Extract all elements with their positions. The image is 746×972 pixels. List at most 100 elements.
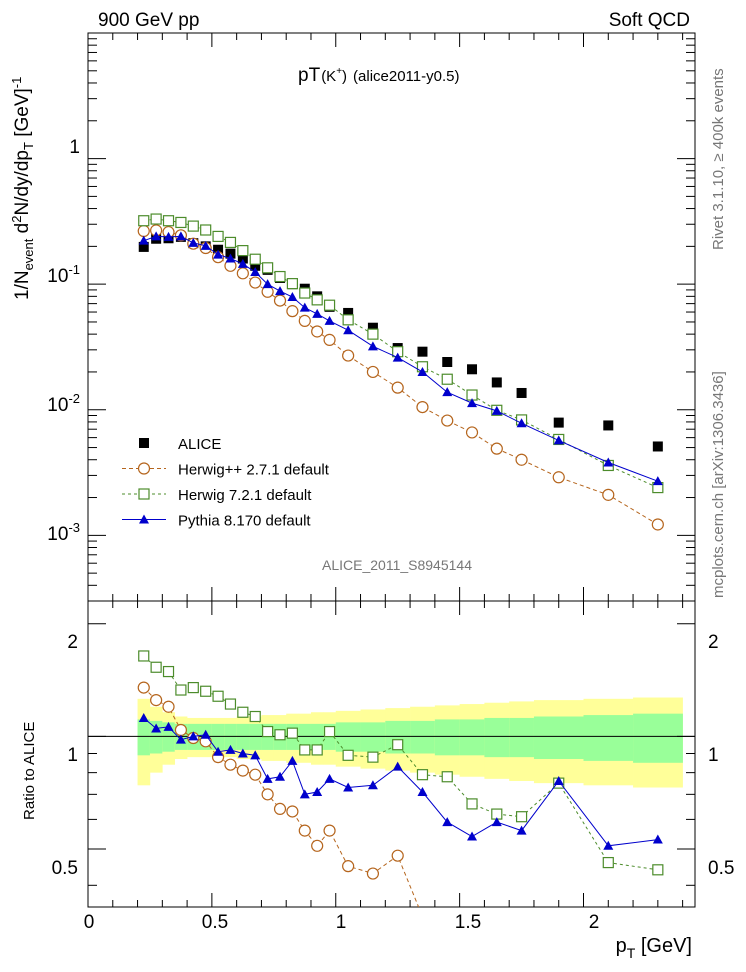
marker-open-square bbox=[367, 751, 379, 763]
marker-open-circle bbox=[651, 518, 664, 531]
marker-triangle bbox=[225, 253, 236, 263]
marker-open-square bbox=[262, 262, 274, 274]
ratio-y-tick-label-right: 1 bbox=[708, 745, 719, 766]
marker-triangle bbox=[299, 789, 310, 799]
marker-open-circle bbox=[515, 453, 528, 466]
ratio-y-tick-label: 1 bbox=[67, 745, 78, 766]
data-series bbox=[137, 213, 664, 907]
marker-open-square bbox=[441, 373, 453, 385]
ratio-band-stat bbox=[484, 717, 510, 758]
marker-triangle bbox=[467, 831, 478, 841]
marker-triangle bbox=[417, 787, 428, 797]
marker-open-circle bbox=[323, 824, 336, 837]
marker-open-square bbox=[249, 253, 261, 265]
ratio-y-tick-label-right: 2 bbox=[708, 632, 719, 653]
marker-open-square bbox=[311, 294, 323, 306]
marker-open-square bbox=[138, 215, 150, 227]
marker-square bbox=[138, 241, 149, 252]
marker-open-circle bbox=[602, 488, 615, 501]
marker-open-circle bbox=[137, 224, 150, 238]
marker-square bbox=[467, 364, 478, 375]
ratio-band-stat bbox=[434, 719, 460, 756]
series-pythia-8-170-default bbox=[138, 231, 663, 486]
ratio-band-stat bbox=[633, 713, 683, 763]
marker-square bbox=[343, 307, 354, 318]
ratio-series-pythia-8-170-default bbox=[138, 712, 663, 850]
x-axis-label: pT [GeV] bbox=[616, 935, 692, 961]
ratio-band-stat bbox=[298, 723, 312, 750]
marker-open-square bbox=[237, 706, 249, 718]
x-tick-label: 1 bbox=[336, 912, 347, 933]
ratio-band-stat bbox=[335, 722, 361, 752]
ratio-band-stat bbox=[211, 723, 225, 750]
ratio-band-stat bbox=[236, 723, 250, 750]
marker-open-square bbox=[212, 230, 224, 243]
marker-open-circle bbox=[286, 305, 299, 318]
marker-triangle bbox=[343, 782, 354, 792]
marker-open-square bbox=[212, 690, 224, 702]
legend-entry: Pythia 8.170 default bbox=[122, 513, 311, 530]
marker-open-circle bbox=[224, 758, 237, 771]
marker-triangle bbox=[213, 746, 224, 756]
marker-open-circle bbox=[366, 867, 380, 880]
ratio-band-stat bbox=[509, 717, 535, 758]
marker-triangle bbox=[287, 292, 298, 302]
x-tick-label: 1.5 bbox=[455, 912, 481, 933]
marker-open-square bbox=[602, 856, 614, 869]
marker-triangle bbox=[553, 435, 564, 445]
marker-open-circle bbox=[366, 365, 380, 379]
marker-triangle bbox=[262, 279, 273, 289]
marker-open-square bbox=[299, 744, 311, 756]
marker-triangle bbox=[250, 750, 261, 760]
marker-triangle bbox=[163, 231, 174, 241]
ratio-plot-frame bbox=[87, 600, 696, 908]
marker-open-circle bbox=[261, 788, 274, 801]
marker-open-square bbox=[299, 287, 311, 299]
legend-label: Herwig++ 2.7.1 default bbox=[178, 462, 330, 479]
x-tick-label: 0 bbox=[84, 912, 95, 933]
marker-triangle bbox=[392, 352, 403, 362]
marker-open-circle bbox=[441, 414, 454, 427]
marker-open-circle bbox=[391, 381, 404, 394]
marker-open-circle bbox=[286, 805, 299, 818]
marker-triangle bbox=[516, 418, 527, 428]
marker-open-circle bbox=[273, 802, 287, 816]
marker-open-circle bbox=[391, 849, 404, 862]
marker-triangle bbox=[200, 729, 211, 739]
ratio-y-tick-label: 0.5 bbox=[52, 858, 78, 879]
marker-open-square bbox=[392, 739, 404, 751]
marker-triangle bbox=[652, 476, 663, 486]
marker-triangle bbox=[324, 315, 335, 325]
marker-triangle bbox=[275, 771, 286, 781]
series-alice bbox=[138, 231, 663, 452]
marker-triangle bbox=[516, 825, 527, 835]
marker-open-circle bbox=[137, 462, 151, 475]
ratio-band-stat bbox=[137, 719, 151, 756]
marker-square bbox=[603, 420, 614, 431]
marker-triangle bbox=[237, 258, 248, 268]
marker-open-square bbox=[200, 224, 212, 236]
marker-triangle bbox=[163, 721, 174, 731]
marker-open-square bbox=[416, 769, 429, 781]
marker-square bbox=[250, 260, 261, 271]
marker-open-square bbox=[162, 665, 175, 678]
marker-open-circle bbox=[236, 764, 249, 777]
marker-triangle bbox=[392, 761, 403, 771]
legend-entry: Herwig++ 2.7.1 default bbox=[122, 462, 330, 479]
marker-triangle bbox=[442, 817, 453, 827]
marker-open-circle bbox=[298, 314, 311, 327]
marker-triangle bbox=[417, 366, 428, 376]
main-y-tick-label: 10-2 bbox=[47, 391, 80, 416]
marker-square bbox=[516, 387, 527, 398]
ratio-series-herwig-7-2-1-default bbox=[138, 650, 664, 876]
marker-open-circle bbox=[137, 681, 150, 694]
marker-triangle bbox=[324, 773, 335, 783]
marker-triangle bbox=[151, 231, 162, 241]
marker-triangle bbox=[200, 240, 211, 250]
marker-triangle bbox=[652, 834, 663, 844]
marker-triangle bbox=[312, 787, 323, 797]
marker-square bbox=[367, 322, 378, 333]
marker-open-square bbox=[175, 216, 187, 229]
marker-triangle bbox=[603, 457, 614, 467]
marker-triangle bbox=[553, 775, 564, 785]
